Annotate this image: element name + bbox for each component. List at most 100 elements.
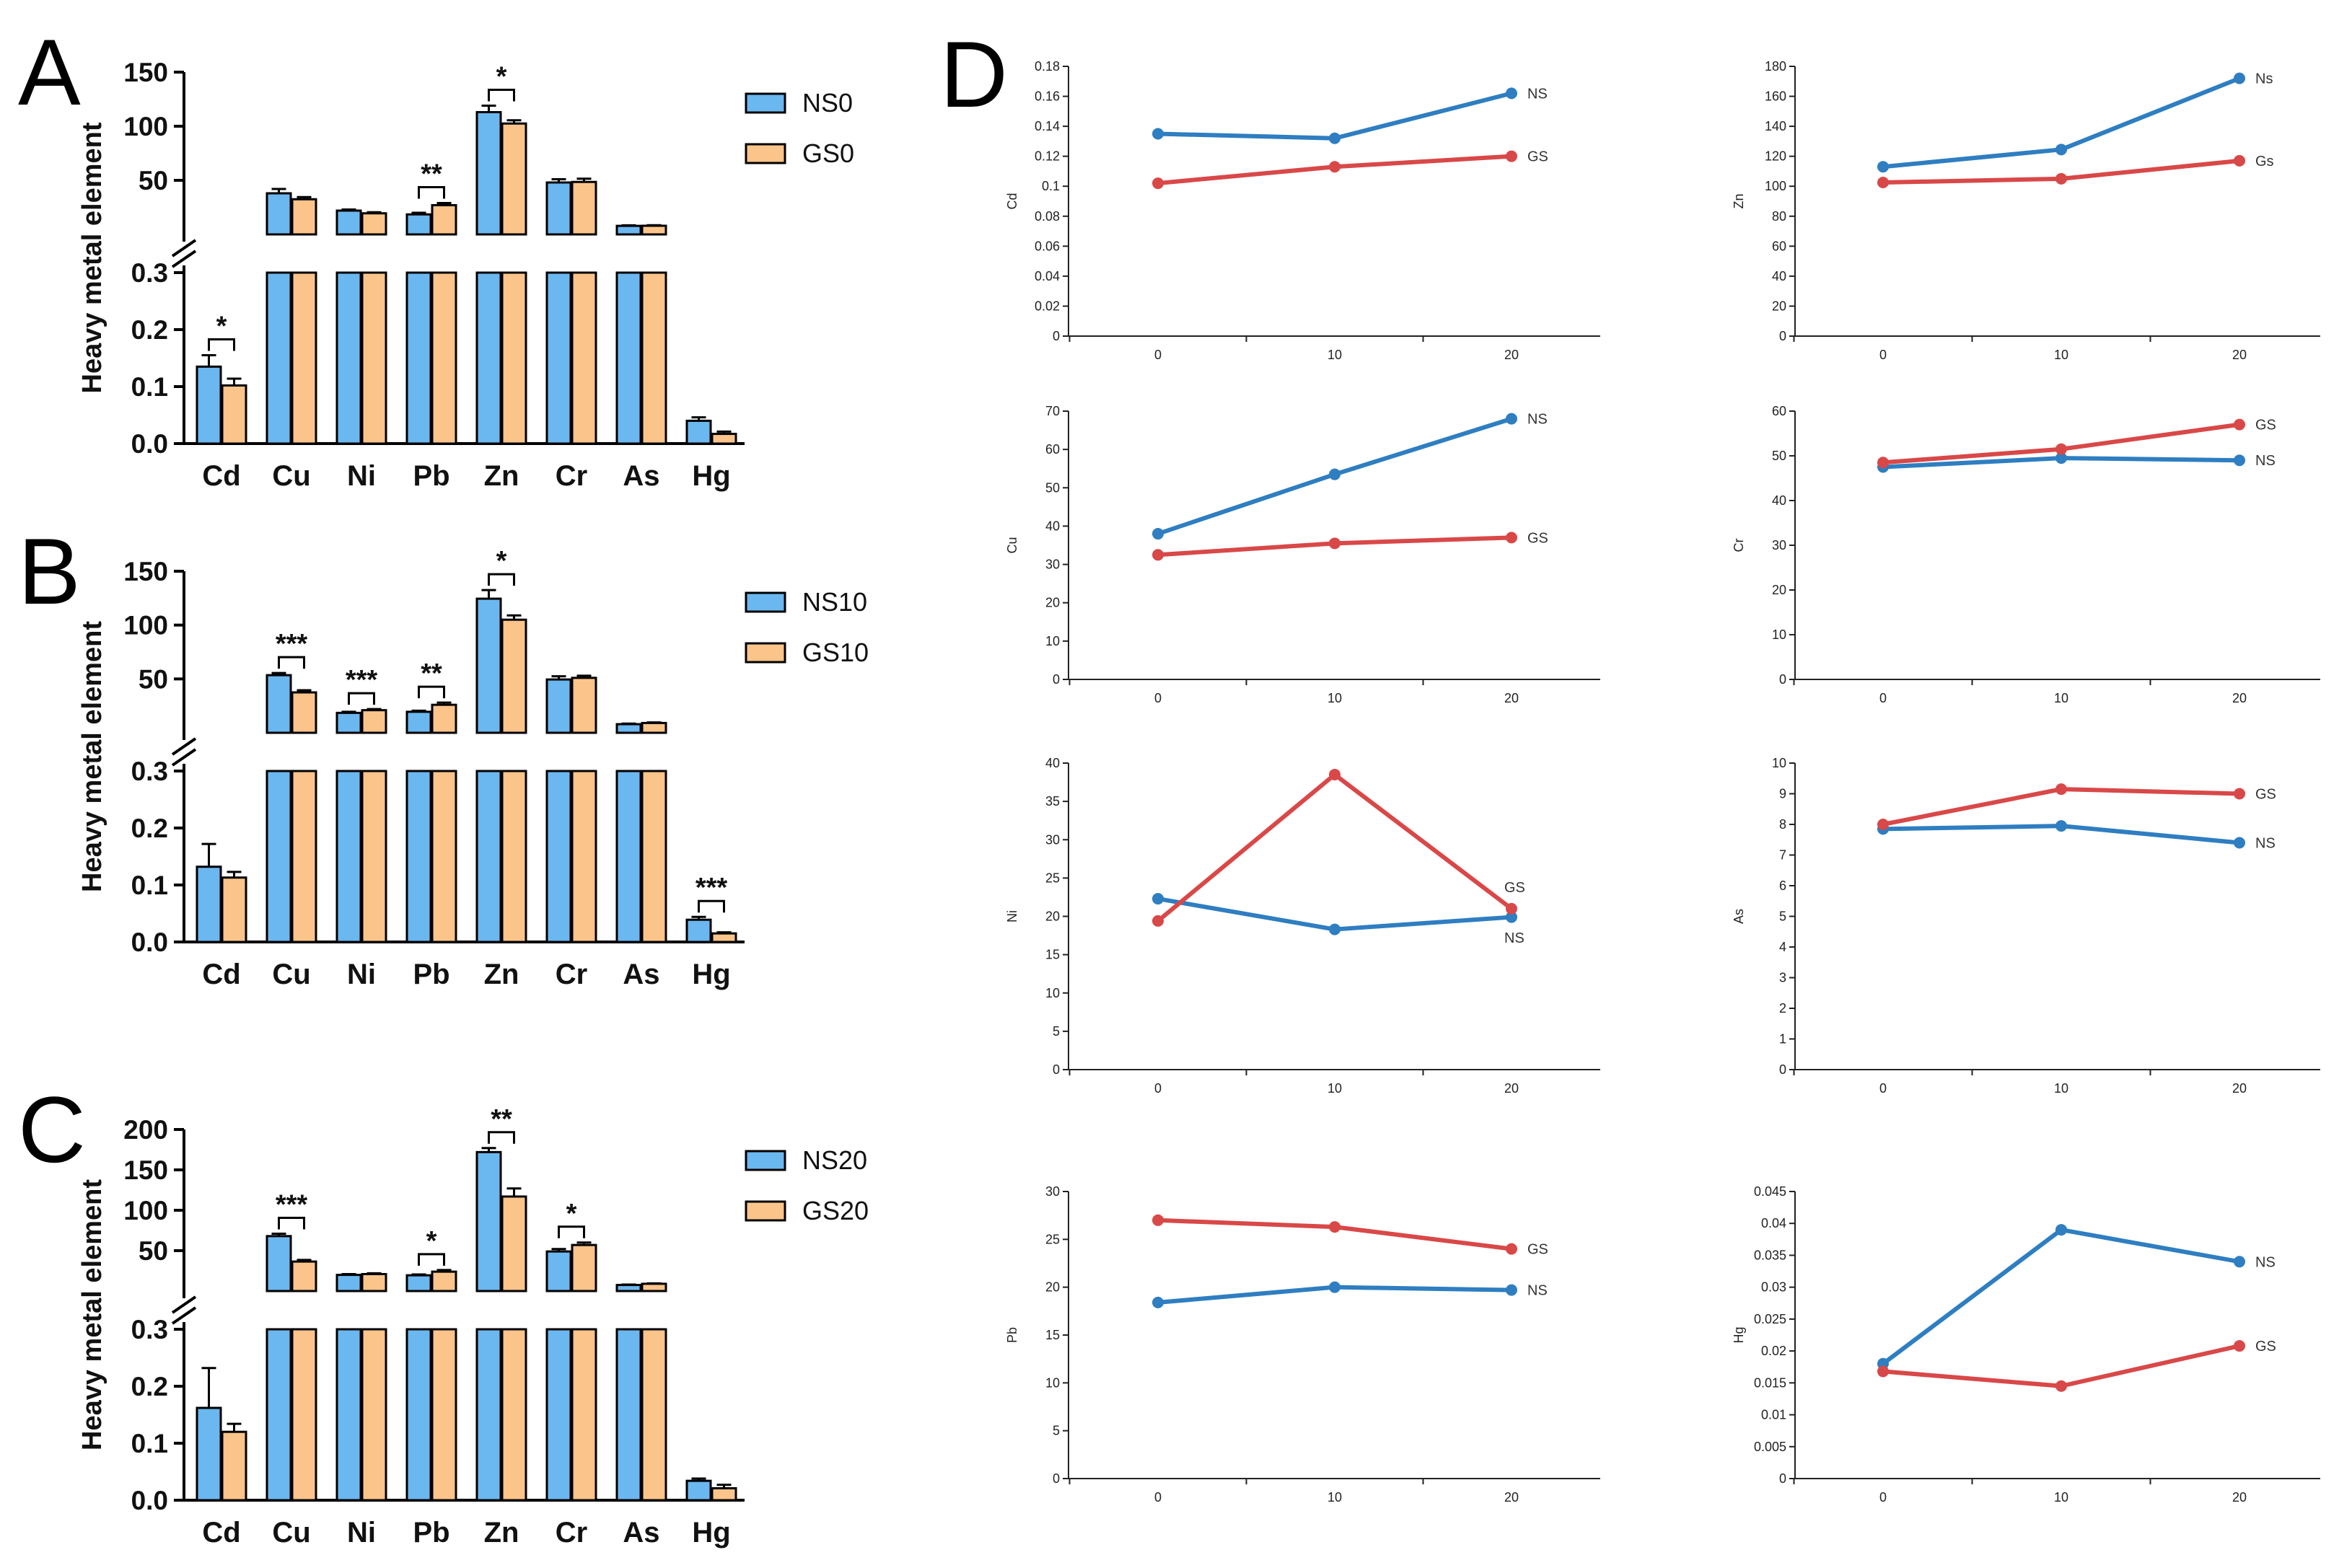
series-label-NS: NS (2255, 836, 2276, 852)
bar-lower-segment (431, 271, 457, 445)
significance-label: ** (421, 659, 442, 689)
axis-break-gap (335, 734, 363, 770)
y-tick-label: 0.14 (1035, 119, 1060, 133)
data-point-GS (2055, 172, 2067, 185)
y-tick-label: 20 (1045, 909, 1060, 924)
y-tick-label: 0.04 (1761, 1216, 1786, 1230)
bar-NS0-As (615, 224, 642, 236)
x-category-label: As (623, 460, 659, 492)
bar-lower-segment (571, 1328, 597, 1502)
series-label-GS: GS (1527, 530, 1548, 546)
y-tick-label: 4 (1779, 940, 1786, 954)
axis-break-gap (640, 1292, 668, 1328)
axis-break-gap (405, 236, 433, 271)
significance-label: *** (346, 665, 378, 695)
y-tick-label: 20 (1045, 1280, 1060, 1295)
x-tick-label: 20 (1504, 1081, 1519, 1096)
y-tick-label: 0.015 (1754, 1375, 1786, 1390)
y-tick-label: 0.06 (1035, 239, 1060, 253)
bar-NS0-Pb (405, 213, 432, 236)
bar-lower-segment (475, 770, 502, 943)
bar-GS0-Cd (221, 384, 247, 445)
data-point-GS (2234, 788, 2245, 800)
data-point-GS (1329, 768, 1340, 780)
x-tick-label: 20 (1504, 348, 1519, 362)
data-point-NS (1506, 87, 1517, 100)
x-category-label: Hg (692, 959, 730, 990)
bar-lower-segment (291, 271, 317, 445)
y-tick-label: 0.1 (131, 1429, 168, 1458)
bar-GS10-Pb (431, 703, 457, 734)
bar-lower-segment (571, 770, 597, 943)
bar-NS20-Zn (475, 1150, 502, 1292)
y-tick-label: 50 (139, 664, 168, 694)
data-point-GS (1506, 902, 1517, 915)
data-point-GS (1329, 1221, 1340, 1233)
data-point-NS (2055, 820, 2067, 832)
y-tick-label: 10 (1772, 627, 1786, 642)
line-subplot-Hg: 0 0.005 0.01 0.015 0.02 0.025 0.03 0.035 0.04 0.0… (1732, 1184, 2320, 1505)
line-subplot-Ni: 0 5 10 15 20 25 30 35 40 0 10 20 Ni NS GS (1005, 756, 1600, 1096)
axis-break-mark (171, 748, 197, 767)
series-label-NS: NS (2255, 1254, 2276, 1270)
bar-NS20-As (615, 1284, 642, 1292)
y-tick-label: 0.035 (1754, 1248, 1786, 1262)
y-tick-label: 50 (139, 166, 168, 195)
bar-lower-segment (501, 1328, 527, 1502)
y-tick-label: 0 (1053, 672, 1060, 687)
y-tick-label: 60 (1772, 404, 1786, 418)
x-tick-label: 10 (1328, 348, 1342, 362)
legend-label-GS20: GS20 (802, 1196, 869, 1225)
bar-NS10-Cd (196, 866, 222, 943)
bar-lower-segment (501, 770, 527, 943)
data-point-NS (1152, 528, 1164, 540)
axis-break-gap (290, 236, 318, 271)
x-tick-label: 0 (1154, 348, 1162, 362)
x-category-label: Ni (347, 460, 376, 492)
panel-label-D: D (940, 22, 1008, 127)
bar-GS20-Zn (501, 1195, 527, 1292)
bar-lower-segment (266, 770, 292, 943)
legend-swatch-NS10 (745, 591, 786, 613)
series-line-GS (1882, 1344, 2240, 1388)
y-tick-label: 5 (1779, 909, 1786, 924)
y-tick-label: 9 (1779, 787, 1786, 801)
y-tick-label: 50 (1045, 480, 1060, 495)
x-category-label: Cr (556, 1517, 587, 1549)
y-tick-label: 0.025 (1754, 1312, 1786, 1326)
axis-break-gap (545, 1292, 573, 1328)
axis-break-gap (640, 734, 668, 770)
data-point-GS (2055, 1380, 2067, 1392)
x-tick-label: 0 (1879, 1081, 1887, 1096)
y-axis-label: Cr (1732, 539, 1746, 552)
y-tick-label: 10 (1045, 986, 1060, 1000)
significance-label: * (426, 1226, 437, 1256)
legend-swatch-GS20 (745, 1200, 786, 1222)
bar-NS0-Cd (196, 365, 222, 445)
y-tick-label: 0.01 (1761, 1408, 1786, 1422)
significance-label: * (566, 1199, 577, 1229)
x-category-label: As (623, 1517, 659, 1549)
y-tick-label: 3 (1779, 971, 1786, 985)
data-point-NS (1329, 1281, 1340, 1293)
significance-bracket (208, 338, 235, 351)
y-tick-label: 25 (1045, 1232, 1060, 1246)
y-tick-label: 0.3 (131, 258, 168, 288)
axis-break-mark (171, 1295, 197, 1314)
y-tick-label: 0.0 (131, 429, 168, 459)
bar-lower-segment (615, 1328, 642, 1502)
bar-GS10-Hg (711, 932, 737, 943)
series-label-NS: NS (1527, 86, 1548, 102)
data-point-NS (2234, 454, 2245, 467)
x-tick-label: 10 (1328, 691, 1342, 705)
axis-break-gap (570, 236, 598, 271)
data-point-NS (1329, 468, 1340, 480)
significance-label: ** (491, 1104, 512, 1135)
bar-lower-segment (431, 1328, 457, 1502)
y-tick-label: 0.16 (1035, 89, 1060, 104)
axis-break-mark (171, 1306, 197, 1325)
y-tick-label: 0.045 (1754, 1184, 1786, 1199)
series-label-NS: Ns (2255, 71, 2273, 87)
y-axis-label: Cd (1005, 193, 1019, 209)
y-tick-label: 0 (1779, 1062, 1786, 1077)
